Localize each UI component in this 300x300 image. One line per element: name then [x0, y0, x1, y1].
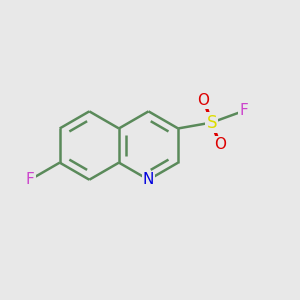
Text: F: F [26, 172, 34, 187]
Text: F: F [239, 103, 248, 118]
Text: S: S [206, 113, 217, 131]
Text: O: O [198, 92, 210, 107]
Text: N: N [143, 172, 154, 187]
Text: O: O [214, 137, 226, 152]
